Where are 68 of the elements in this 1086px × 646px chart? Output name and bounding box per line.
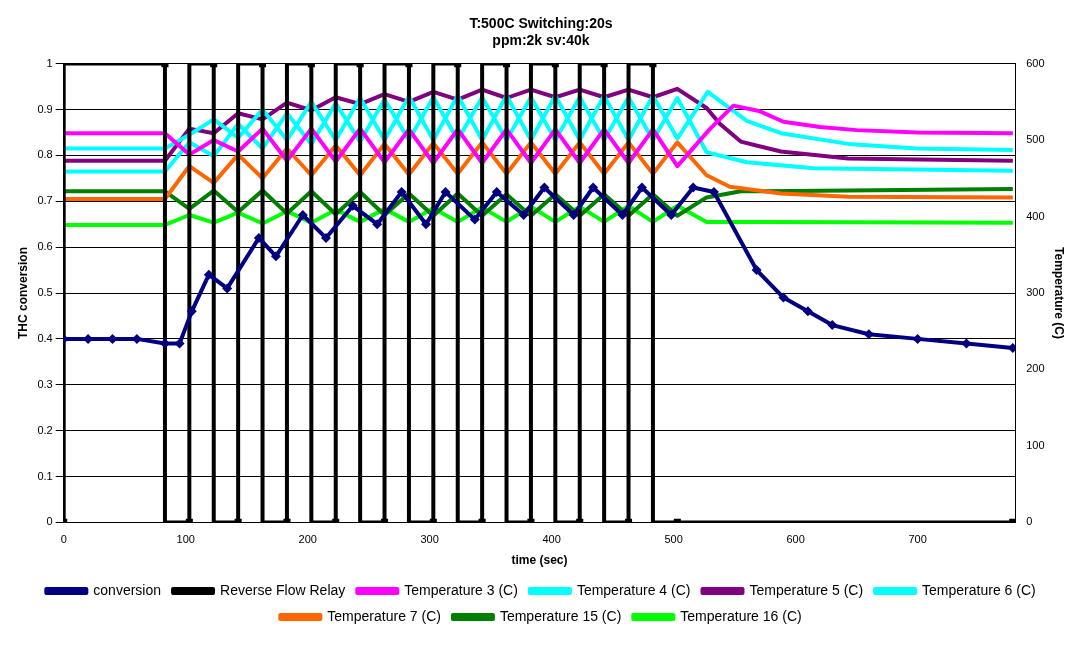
point (270, 251, 281, 262)
y-tick-label: 0.6 (37, 240, 53, 253)
point (617, 210, 628, 220)
y2-tick-label: 600 (1026, 56, 1045, 69)
point (421, 219, 432, 230)
y-tick-label: 0.1 (37, 469, 53, 482)
legend-label: Temperature 15 (C) (499, 607, 622, 624)
legend-label: Temperature 16 (C) (680, 607, 802, 624)
y-tick-label: 0 (46, 515, 53, 528)
y2-tick-label: 0 (1026, 515, 1033, 528)
point (396, 187, 407, 198)
point (666, 210, 677, 220)
point (440, 187, 451, 198)
point (186, 306, 197, 317)
point (253, 232, 264, 243)
point (778, 292, 789, 303)
point (491, 187, 502, 198)
point (863, 329, 874, 340)
y-tick-label: 0.8 (37, 148, 53, 161)
legend-label: Reverse Flow Relay (220, 581, 346, 598)
y-tick-label: 0.7 (37, 194, 53, 207)
point (469, 214, 480, 225)
y-tick-label: 0.3 (37, 377, 53, 390)
x-tick-label: 700 (908, 533, 927, 546)
point (827, 320, 838, 331)
x-tick-label: 0 (60, 533, 67, 546)
x-axis-title: time (sec) (511, 553, 568, 568)
point (802, 306, 813, 317)
point (203, 269, 214, 280)
point (636, 182, 647, 193)
point (688, 182, 699, 193)
point (751, 265, 762, 276)
y-tick-label: 0.4 (37, 331, 53, 344)
y-tick-label: 0.9 (37, 102, 53, 115)
legend-label: Temperature 7 (C) (327, 607, 441, 624)
point (912, 333, 923, 344)
y2-tick-label: 200 (1026, 362, 1045, 375)
y2-tick-label: 300 (1026, 286, 1045, 299)
legend-label: conversion (93, 581, 162, 598)
point (347, 200, 358, 211)
point (539, 182, 550, 193)
x-tick-label: 600 (786, 533, 805, 546)
point (159, 338, 170, 349)
legend-label: Temperature 6 (C) (922, 581, 1036, 598)
y-tick-label: 0.2 (37, 423, 53, 436)
x-tick-label: 300 (420, 533, 439, 546)
y-axis-title: THC conversion (15, 246, 30, 340)
point (372, 219, 383, 230)
point (320, 232, 331, 243)
y-tick-label: 1 (46, 56, 53, 69)
point (568, 210, 579, 220)
y2-axis-title: Temperature (C) (1052, 247, 1067, 339)
x-tick-label: 400 (542, 533, 561, 546)
legend-label: Temperature 3 (C) (404, 581, 518, 598)
x-tick-label: 500 (664, 533, 683, 546)
x-tick-label: 100 (176, 533, 195, 546)
y2-tick-label: 500 (1026, 133, 1045, 146)
y2-tick-label: 100 (1026, 438, 1045, 451)
point (297, 210, 308, 220)
legend-label: Temperature 5 (C) (749, 581, 864, 598)
point (222, 283, 233, 294)
y-tick-label: 0.5 (37, 286, 53, 299)
y2-tick-label: 400 (1026, 209, 1045, 222)
x-tick-label: 200 (298, 533, 317, 546)
point (588, 182, 599, 193)
legend-label: Temperature 4 (C) (576, 581, 691, 598)
chart-title: T:500C Switching:20s ppm:2k sv:40k (469, 15, 613, 49)
point (518, 210, 529, 220)
